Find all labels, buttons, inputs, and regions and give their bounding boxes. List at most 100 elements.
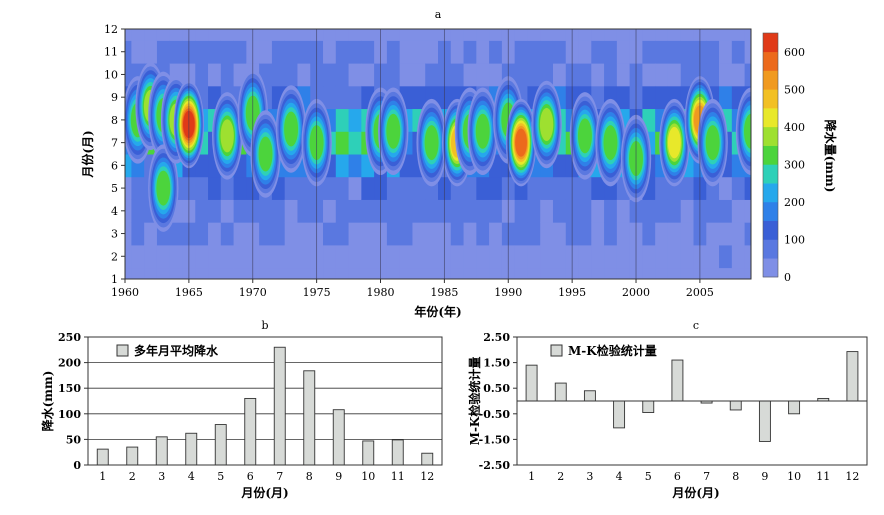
heatmap-cell — [144, 244, 158, 269]
heatmap-cell — [463, 40, 477, 64]
heatmap-cell — [706, 267, 720, 279]
heatmap-cell — [425, 40, 439, 64]
bar-b-x-label: 月份(月) — [240, 485, 288, 500]
heatmap-cell — [348, 267, 362, 279]
heatmap-cell — [514, 267, 528, 279]
heatmap-cell — [476, 176, 490, 200]
heatmap-cell — [169, 244, 183, 269]
heatmap-cell — [667, 267, 682, 279]
bar-c-axes: 1 2 3 4 5 6 7 8 9 10 11 12-2.50-1.50-0.500.501.502.… — [479, 331, 867, 483]
heatmap-cell — [323, 244, 337, 269]
heatmap-cell — [591, 244, 605, 269]
heatmap-cell — [616, 29, 631, 41]
heatmap-cell — [386, 63, 401, 87]
heatmap-precip-cell — [386, 113, 401, 149]
heatmap-cell — [335, 199, 350, 223]
bar-c-x-tick-label: 4 — [616, 470, 623, 483]
heatmap-y-tick-label: 4 — [111, 205, 118, 218]
heatmap-cell — [463, 63, 477, 87]
heatmap-cell — [655, 267, 669, 279]
heatmap-cell — [271, 199, 286, 223]
bar-b-legend-swatch — [116, 344, 129, 357]
heatmap-axes: 1960 1965 1970 1975 1980 1985 1990 1995 2000 2005… — [104, 23, 714, 299]
heatmap-cell — [540, 40, 554, 64]
heatmap-x-tick-label: 1995 — [558, 286, 586, 299]
bar-c-x-tick-label: 8 — [732, 470, 739, 483]
bar-b-bars — [96, 346, 434, 466]
heatmap-cell — [642, 222, 656, 246]
heatmap-cell — [476, 199, 490, 223]
heatmap-precip-cell — [258, 136, 273, 172]
heatmap-cell — [680, 40, 695, 64]
heatmap-precip-cell — [156, 170, 171, 206]
heatmap-cell — [335, 176, 350, 200]
heatmap-cell — [361, 176, 375, 200]
heatmap-cell — [284, 176, 298, 200]
panel-a: a 1960 1965 1970 1975 1980 1985 1990 1995 2000 20… — [80, 8, 838, 319]
heatmap-cell — [463, 222, 477, 246]
heatmap-cell — [125, 29, 132, 41]
heatmap-cell — [489, 40, 503, 64]
bar-b-x-tick-label: 8 — [306, 470, 313, 483]
heatmap-cell — [450, 63, 465, 87]
heatmap-cell — [348, 199, 362, 223]
heatmap-cell — [195, 40, 209, 64]
heatmap-cell — [323, 85, 337, 110]
bar-c-y-tick-label: -1.50 — [479, 433, 511, 446]
heatmap-precip-cell — [744, 113, 751, 149]
heatmap-cell — [655, 176, 669, 200]
heatmap-cell — [719, 85, 733, 110]
heatmap-cell — [578, 222, 592, 246]
heatmap-y-tick-label: 12 — [104, 23, 118, 36]
heatmap-cell — [719, 176, 733, 200]
heatmap-cell — [616, 40, 631, 64]
colorbar-band — [763, 89, 778, 109]
heatmap-cell — [386, 267, 401, 279]
heatmap-cell — [604, 40, 618, 64]
heatmap-cell — [348, 108, 362, 132]
heatmap-cell — [412, 244, 426, 269]
heatmap-cell — [208, 29, 222, 41]
bar-c-bar — [671, 359, 684, 402]
heatmap-cell — [450, 40, 465, 64]
bar-c-x-tick-label: 7 — [703, 470, 710, 483]
heatmap-cell — [680, 244, 695, 269]
heatmap-cell — [259, 199, 273, 223]
heatmap-cell — [591, 29, 605, 41]
bar-b-x-tick-label: 7 — [276, 470, 283, 483]
heatmap-cell — [706, 63, 720, 87]
heatmap-cell — [744, 244, 751, 269]
heatmap-cell — [731, 267, 746, 279]
heatmap-cell — [425, 244, 439, 269]
heatmap-cell — [348, 176, 362, 200]
heatmap-cell — [578, 244, 592, 269]
bar-b-x-tick-label: 6 — [247, 470, 254, 483]
bar-b-bar — [155, 436, 168, 466]
heatmap-cell — [297, 40, 311, 64]
colorbar-band — [763, 220, 778, 240]
heatmap-cell — [655, 199, 669, 223]
bar-b-bar — [362, 440, 375, 466]
heatmap-cell — [220, 176, 235, 200]
heatmap-cell — [348, 154, 362, 178]
heatmap-cell — [667, 40, 682, 64]
heatmap-cell — [195, 222, 209, 246]
heatmap-cell — [233, 176, 247, 200]
heatmap-cell — [386, 29, 401, 41]
heatmap-cell — [259, 244, 273, 269]
heatmap-cell — [744, 40, 751, 64]
colorbar-tick-label: 500 — [784, 83, 805, 96]
heatmap-cell — [361, 63, 375, 87]
heatmap-cell — [208, 40, 222, 64]
heatmap-cell — [144, 222, 158, 246]
heatmap-cell — [259, 222, 273, 246]
bar-b-bar — [332, 409, 345, 466]
heatmap-cell — [425, 199, 439, 223]
heatmap-cell — [335, 40, 350, 64]
bar-c-bar — [729, 400, 742, 411]
colorbar-band — [763, 145, 778, 165]
heatmap-cell — [144, 40, 158, 64]
heatmap-cell — [604, 244, 618, 269]
bar-b-y-tick-label: 250 — [58, 331, 81, 344]
heatmap-cell — [719, 199, 733, 223]
